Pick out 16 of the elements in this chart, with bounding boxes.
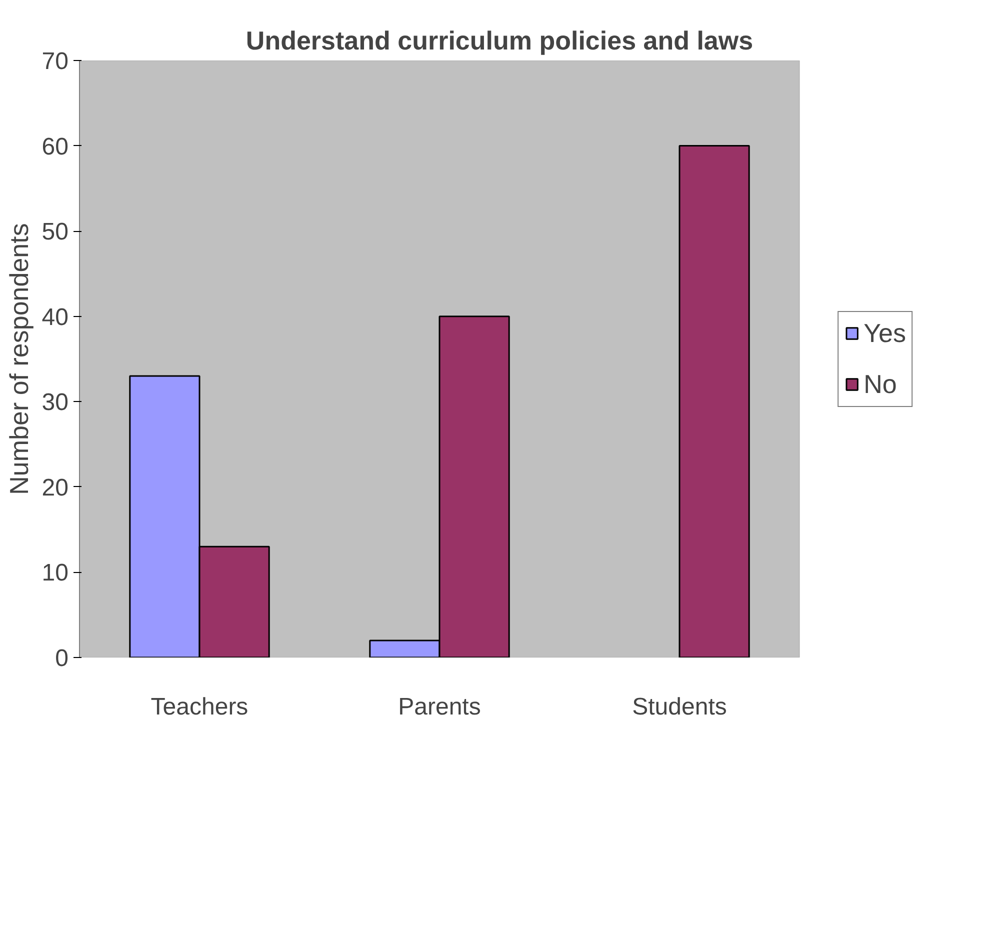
y-tick-label: 30 xyxy=(42,389,69,416)
x-tick-label: Parents xyxy=(398,694,481,720)
y-tick-label: 50 xyxy=(42,218,69,246)
y-tick-label: 40 xyxy=(42,304,69,331)
y-tick-label: 70 xyxy=(42,48,69,75)
y-tick-label: 20 xyxy=(42,474,69,502)
y-tick-label: 0 xyxy=(55,645,69,672)
y-tick-label: 60 xyxy=(42,133,69,160)
y-tick-label: 10 xyxy=(42,560,69,587)
x-tick-label: Teachers xyxy=(150,694,248,720)
y-axis-title: Number of respondents xyxy=(4,223,34,495)
bar xyxy=(678,145,750,658)
chart-title: Understand curriculum policies and laws xyxy=(246,26,754,56)
legend-label: No xyxy=(864,368,897,400)
legend-label: Yes xyxy=(864,318,906,348)
x-tick-label: Students xyxy=(632,694,727,720)
